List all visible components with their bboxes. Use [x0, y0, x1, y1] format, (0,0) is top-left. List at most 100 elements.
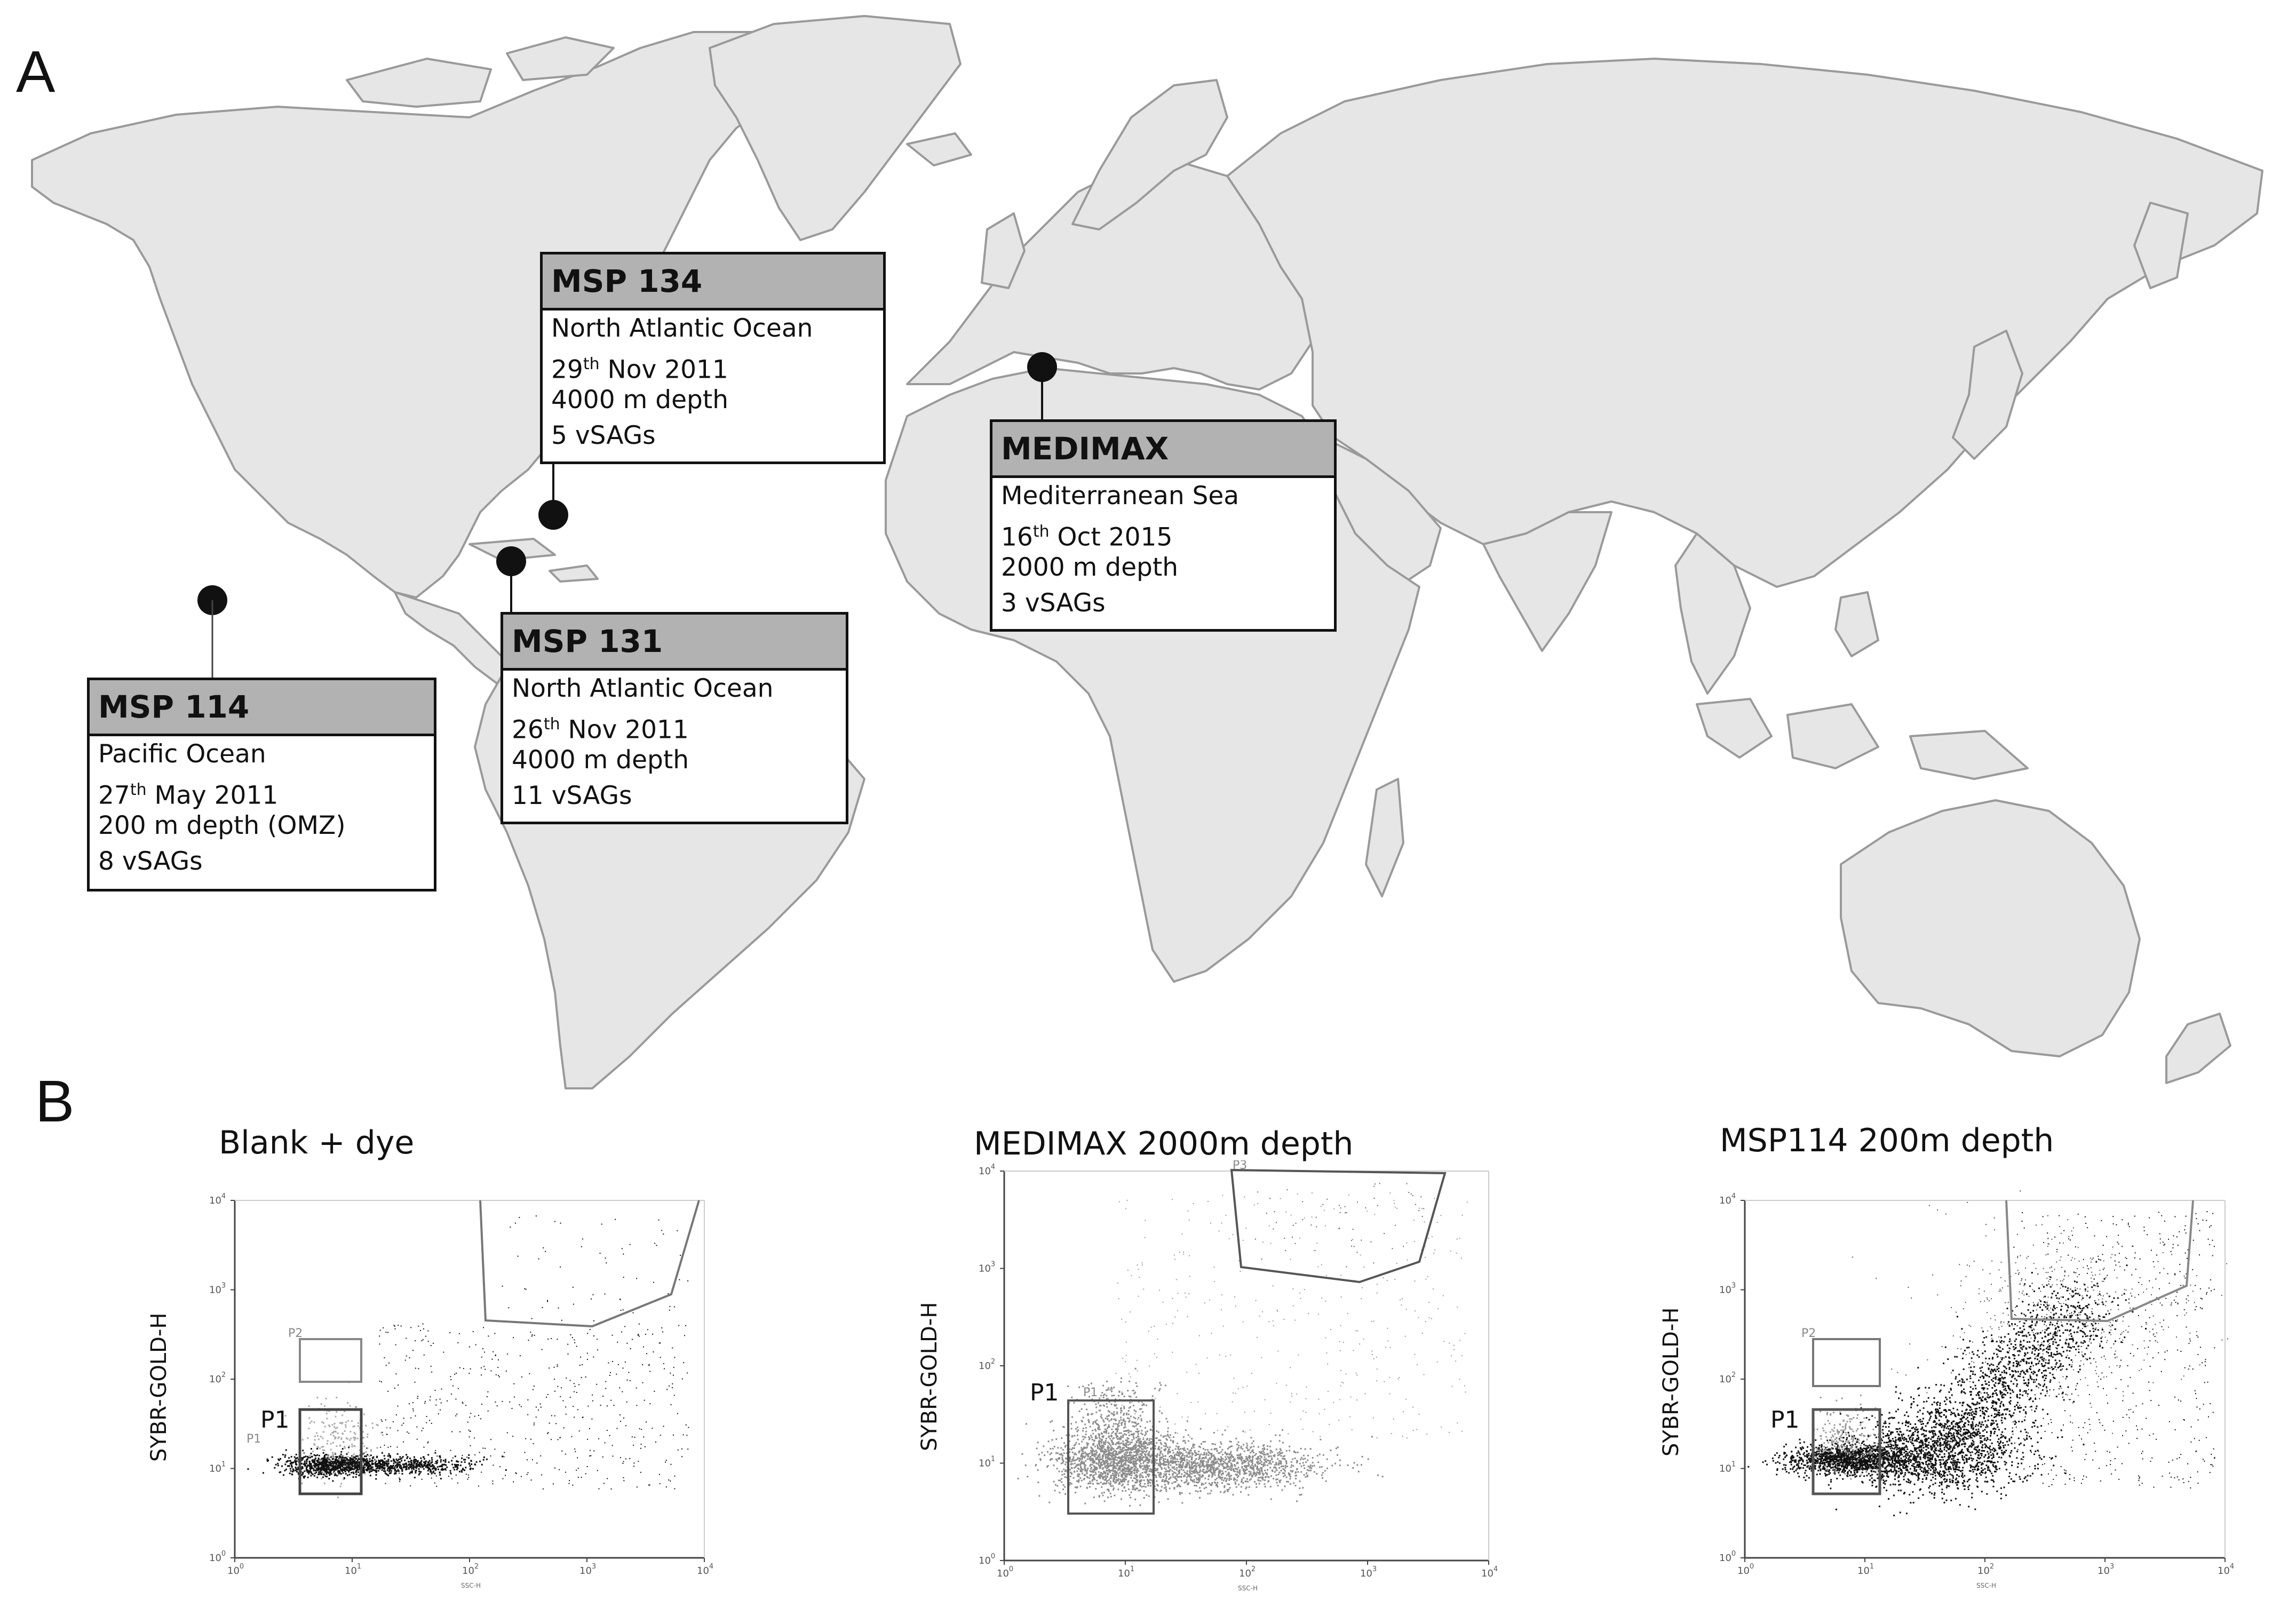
event-point [1250, 1437, 1252, 1439]
event-point [354, 1462, 356, 1464]
event-point [1172, 1458, 1174, 1460]
x-tick-label: 101 [1118, 1565, 1134, 1579]
event-point [316, 1469, 319, 1470]
event-point [1137, 1454, 1139, 1456]
event-point [643, 1436, 645, 1438]
event-point [1048, 1501, 1051, 1503]
event-point [1214, 1457, 1216, 1459]
event-point [1211, 1472, 1213, 1474]
event-point [1202, 1464, 1203, 1467]
event-point [1134, 1488, 1137, 1491]
event-point [649, 1371, 651, 1372]
event-point [1135, 1471, 1138, 1474]
event-point [1133, 1486, 1135, 1488]
event-point [1134, 1445, 1137, 1447]
event-point [1125, 1464, 1127, 1466]
event-point [1115, 1477, 1117, 1479]
event-point [1289, 1450, 1291, 1452]
event-point [330, 1468, 332, 1470]
event-point [1107, 1461, 1109, 1462]
event-point [1192, 1467, 1194, 1469]
event-point [404, 1359, 406, 1361]
event-point [1114, 1467, 1116, 1469]
event-point [430, 1345, 432, 1347]
event-point [1038, 1453, 1040, 1455]
event-point [363, 1469, 364, 1471]
event-point [277, 1462, 279, 1464]
event-point [322, 1452, 324, 1454]
event-point [1182, 1463, 1184, 1465]
event-point [310, 1475, 312, 1477]
event-point [444, 1460, 447, 1462]
event-point [452, 1467, 455, 1469]
event-point [1068, 1440, 1070, 1443]
event-point [1265, 1476, 1267, 1478]
event-point [347, 1459, 349, 1461]
event-point [335, 1460, 337, 1462]
event-point [598, 1488, 600, 1490]
event-point [316, 1460, 319, 1461]
event-point [378, 1460, 380, 1462]
event-point [510, 1227, 511, 1228]
event-point [1261, 1453, 1264, 1455]
event-point [626, 1342, 628, 1344]
event-point [407, 1431, 408, 1433]
event-point [1270, 1463, 1272, 1465]
event-point [401, 1467, 403, 1469]
event-point [1145, 1451, 1147, 1453]
event-point [1195, 1469, 1197, 1471]
event-point [326, 1468, 328, 1470]
event-point [1303, 1474, 1305, 1476]
event-point [619, 1414, 621, 1415]
event-point [323, 1450, 325, 1451]
event-point [1072, 1456, 1075, 1458]
event-point [1122, 1478, 1124, 1480]
event-point [357, 1455, 359, 1457]
event-point [1261, 1472, 1264, 1475]
event-point [1114, 1482, 1116, 1484]
event-point [581, 1246, 582, 1247]
event-point [670, 1480, 671, 1482]
event-point [317, 1435, 319, 1437]
event-point [424, 1462, 426, 1464]
event-point [560, 1266, 561, 1268]
event-point [1210, 1453, 1212, 1455]
event-point [1134, 1455, 1136, 1456]
event-point [352, 1455, 354, 1457]
event-point [1216, 1467, 1218, 1469]
event-point [634, 1436, 635, 1438]
event-point [503, 1456, 505, 1458]
event-point [362, 1465, 364, 1467]
event-point [439, 1398, 441, 1400]
event-point [1106, 1453, 1108, 1455]
event-point [1266, 1469, 1268, 1471]
event-point [324, 1466, 326, 1468]
event-point [413, 1468, 415, 1470]
event-point [1207, 1467, 1209, 1469]
event-point [1130, 1456, 1132, 1459]
event-point [1169, 1446, 1171, 1448]
event-point [314, 1466, 315, 1468]
event-point [1140, 1445, 1142, 1447]
event-point [1279, 1434, 1281, 1436]
event-point [1190, 1459, 1193, 1461]
event-point [362, 1437, 364, 1439]
event-point [1171, 1466, 1173, 1468]
event-point [1164, 1471, 1166, 1473]
event-point [1084, 1455, 1086, 1457]
event-point [416, 1460, 418, 1462]
event-point [439, 1455, 441, 1457]
event-point [481, 1367, 482, 1368]
event-point [1272, 1470, 1274, 1472]
event-point [578, 1430, 580, 1432]
event-point [337, 1474, 339, 1476]
event-point [1163, 1445, 1165, 1447]
event-point [381, 1469, 383, 1471]
event-point [1099, 1456, 1101, 1458]
event-point [1122, 1483, 1124, 1485]
event-point [1077, 1429, 1079, 1431]
event-point [340, 1473, 342, 1475]
event-point [490, 1370, 492, 1372]
event-point [425, 1466, 427, 1468]
x-tick-label: 104 [697, 1563, 713, 1577]
